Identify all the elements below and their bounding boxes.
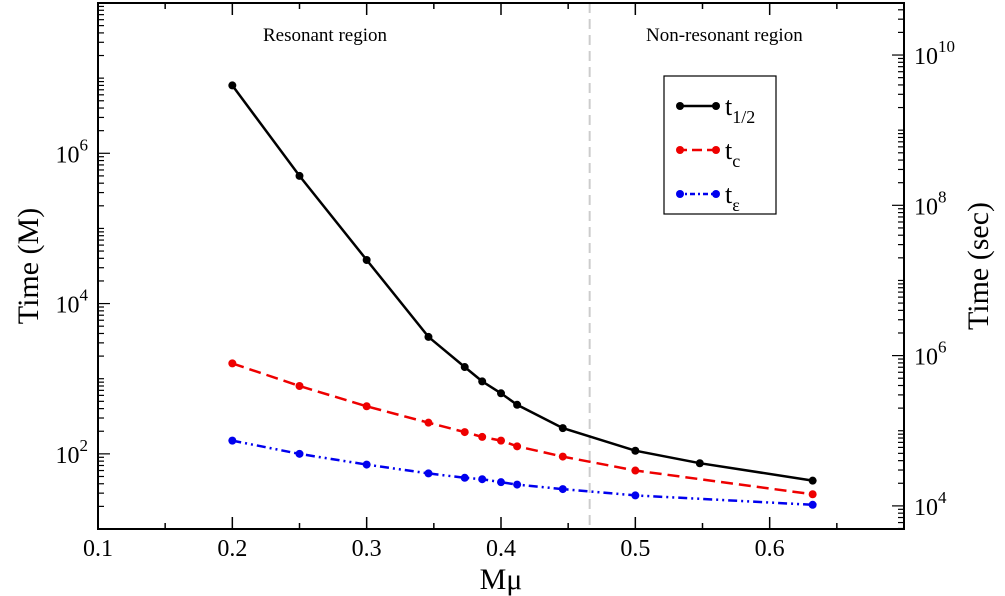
data-point-0	[228, 81, 237, 90]
y-tick-label: 102	[56, 436, 89, 469]
non-resonant-region-label: Non-resonant region	[646, 25, 803, 46]
legend-marker	[676, 190, 684, 198]
data-point-1	[497, 436, 505, 445]
y-tick-label: 106	[56, 135, 89, 168]
y-axis-right: 104 106 108 1010	[892, 9, 955, 530]
x-tick-label: 0.3	[352, 536, 382, 562]
legend-marker	[676, 146, 684, 154]
y2-tick-label: 108	[914, 187, 947, 220]
data-point-0	[513, 400, 522, 409]
x-axis: 0.1 0.2 0.3 0.4 0.5 0.6	[83, 3, 905, 562]
data-point-1	[631, 466, 640, 475]
legend: t1/2 tc tε	[663, 75, 777, 215]
y2-tick-label: 1010	[914, 37, 955, 70]
data-point-1	[424, 418, 433, 427]
data-point-2	[808, 500, 817, 509]
x-tick-label: 0.2	[217, 536, 247, 562]
legend-marker	[712, 146, 720, 154]
data-point-0	[295, 171, 304, 180]
series-line-0	[231, 84, 813, 482]
y2-tick-label: 106	[914, 338, 947, 371]
x-tick-label: 0.1	[83, 536, 113, 562]
legend-marker	[676, 102, 684, 110]
data-point-2	[460, 473, 469, 482]
y2-tick-label: 104	[914, 488, 947, 521]
data-point-2	[295, 449, 304, 458]
y-axis-title-right: Time (sec)	[962, 202, 995, 330]
series-line-2	[232, 439, 813, 507]
x-tick-label: 0.5	[620, 536, 650, 562]
data-point-2	[631, 491, 640, 500]
data-point-0	[695, 459, 704, 468]
data-point-0	[362, 256, 371, 265]
legend-marker	[712, 102, 720, 110]
y-axis-title-left: Time (M)	[12, 208, 45, 324]
data-point-0	[631, 446, 640, 455]
data-point-1	[460, 428, 469, 437]
resonant-region-label: Resonant region	[263, 25, 388, 46]
data-point-2	[558, 485, 567, 494]
data-point-1	[513, 442, 522, 451]
data-point-2	[424, 469, 433, 478]
y-axis-left: 102 104 106	[56, 5, 110, 530]
series-line-1	[231, 362, 813, 496]
data-point-0	[808, 476, 817, 485]
legend-label-0: t1/2	[725, 92, 755, 127]
data-point-1	[228, 359, 237, 368]
data-point-2	[497, 478, 505, 487]
data-point-1	[808, 490, 817, 499]
data-point-1	[362, 402, 371, 411]
plot-frame	[97, 2, 905, 530]
data-point-1	[558, 452, 567, 461]
legend-label-2: tε	[725, 180, 740, 215]
data-point-2	[228, 436, 237, 445]
data-point-2	[478, 475, 487, 484]
data-point-0	[460, 363, 469, 372]
data-point-2	[362, 460, 371, 469]
data-point-2	[513, 480, 522, 489]
legend-label-1: tc	[725, 136, 740, 171]
y-tick-label: 104	[56, 286, 89, 319]
plot-data-layer	[228, 3, 817, 529]
x-tick-label: 0.4	[486, 536, 516, 562]
data-point-1	[478, 432, 487, 441]
data-point-0	[497, 389, 505, 398]
x-axis-title: Mμ	[480, 563, 523, 596]
x-tick-label: 0.6	[755, 536, 785, 562]
legend-marker	[712, 190, 720, 198]
data-point-0	[424, 332, 433, 341]
data-point-1	[295, 381, 304, 390]
data-point-0	[478, 377, 487, 386]
legend-box	[663, 75, 777, 215]
data-point-0	[558, 424, 567, 433]
